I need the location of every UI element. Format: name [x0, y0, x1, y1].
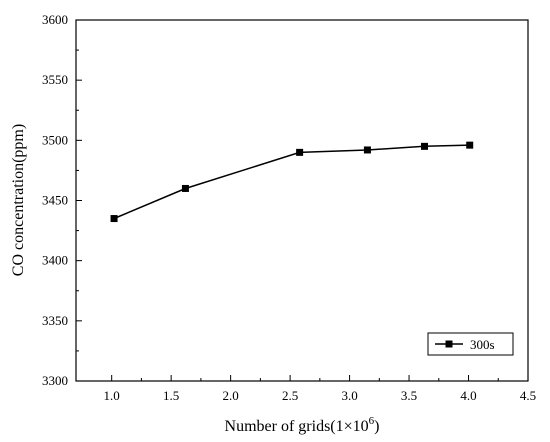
x-tick-label: 4.5: [520, 388, 536, 403]
y-tick-label: 3500: [42, 132, 68, 147]
y-tick-label: 3600: [42, 12, 68, 27]
x-tick-label: 3.5: [401, 388, 417, 403]
x-tick-label: 4.0: [460, 388, 476, 403]
legend: 300s: [427, 332, 514, 356]
x-tick-label: 3.0: [341, 388, 357, 403]
y-tick-label: 3450: [42, 193, 68, 208]
legend-label: 300s: [470, 337, 495, 352]
y-axis-ticks: 3300 3350 3400 3450 3500 3550 3600: [42, 12, 82, 388]
data-point-marker: [466, 141, 474, 149]
data-point-marker: [181, 184, 189, 192]
y-tick-label: 3350: [42, 313, 68, 328]
x-tick-label: 2.0: [223, 388, 239, 403]
data-point-marker: [363, 146, 371, 154]
y-axis-title: CO concentration(ppm): [10, 124, 27, 276]
x-axis-ticks: 1.0 1.5 2.0 2.5 3.0 3.5 4.0 4.5: [104, 375, 536, 403]
x-axis-title-superscript: 6: [369, 415, 375, 427]
data-point-marker: [421, 142, 429, 150]
x-axis-title: Number of grids(1×106): [225, 415, 380, 435]
data-point-marker: [296, 148, 304, 156]
y-tick-label: 3400: [42, 253, 68, 268]
x-tick-label: 1.5: [163, 388, 179, 403]
legend-marker: [445, 340, 453, 348]
plot-frame: [75, 19, 529, 382]
x-tick-label: 1.0: [104, 388, 120, 403]
x-tick-label: 2.5: [282, 388, 298, 403]
legend-box: [427, 332, 514, 356]
data-point-marker: [110, 215, 118, 223]
series-layer: [110, 141, 474, 223]
y-tick-label: 3550: [42, 72, 68, 87]
series-line: [113, 144, 470, 220]
y-tick-label: 3300: [42, 373, 68, 388]
